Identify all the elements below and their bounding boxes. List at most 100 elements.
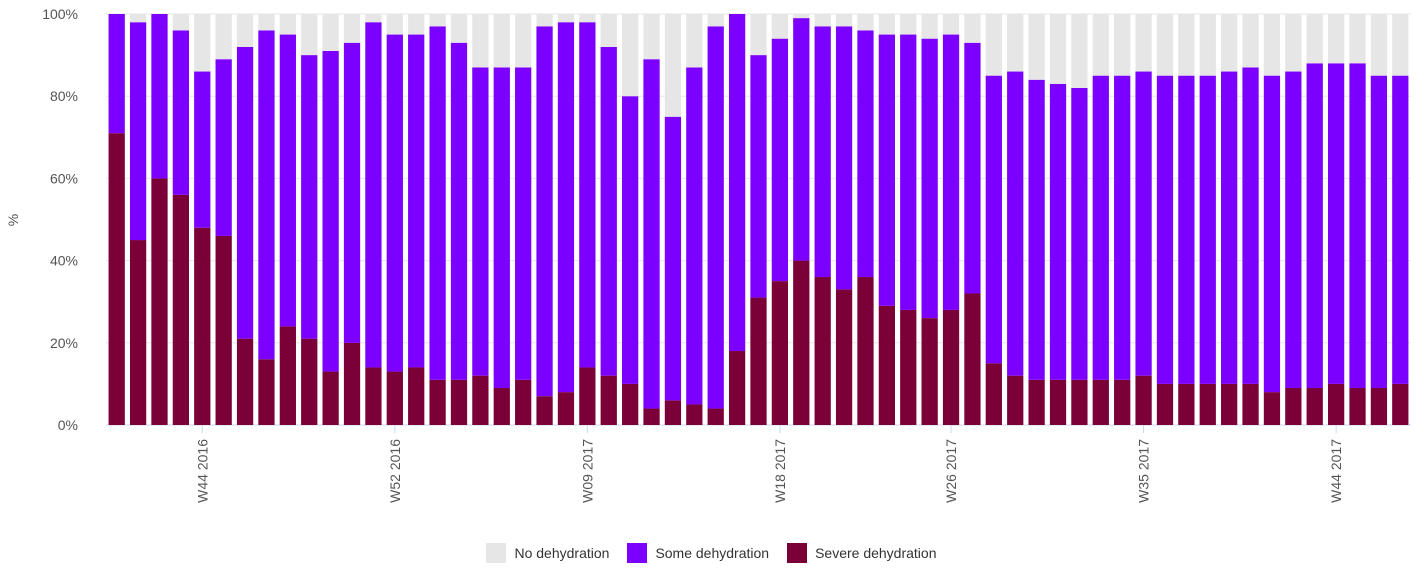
no-dehydration-bar[interactable]: [686, 14, 703, 68]
no-dehydration-bar[interactable]: [301, 14, 318, 56]
severe-dehydration-bar[interactable]: [450, 379, 468, 425]
no-dehydration-bar[interactable]: [942, 14, 960, 35]
some-dehydration-bar[interactable]: [1221, 71, 1238, 384]
severe-dehydration-bar[interactable]: [1370, 388, 1388, 425]
severe-dehydration-bar[interactable]: [557, 392, 575, 425]
severe-dehydration-bar[interactable]: [1007, 375, 1024, 425]
no-dehydration-bar[interactable]: [985, 14, 1002, 76]
no-dehydration-bar[interactable]: [750, 14, 767, 56]
some-dehydration-bar[interactable]: [1327, 63, 1345, 384]
some-dehydration-bar[interactable]: [1092, 75, 1109, 380]
some-dehydration-bar[interactable]: [450, 42, 468, 380]
no-dehydration-bar[interactable]: [386, 14, 403, 35]
severe-dehydration-bar[interactable]: [793, 260, 810, 425]
some-dehydration-bar[interactable]: [322, 50, 339, 372]
severe-dehydration-bar[interactable]: [472, 375, 489, 425]
severe-dehydration-bar[interactable]: [1285, 388, 1302, 425]
severe-dehydration-bar[interactable]: [515, 379, 532, 425]
some-dehydration-bar[interactable]: [1242, 67, 1259, 384]
some-dehydration-bar[interactable]: [707, 26, 724, 409]
no-dehydration-bar[interactable]: [515, 14, 532, 68]
no-dehydration-bar[interactable]: [1349, 14, 1366, 64]
some-dehydration-bar[interactable]: [129, 22, 147, 241]
some-dehydration-bar[interactable]: [429, 26, 446, 380]
some-dehydration-bar[interactable]: [1349, 63, 1366, 389]
no-dehydration-bar[interactable]: [857, 14, 874, 31]
no-dehydration-bar[interactable]: [1049, 14, 1067, 84]
no-dehydration-bar[interactable]: [964, 14, 981, 43]
some-dehydration-bar[interactable]: [900, 34, 917, 310]
legend-item-severe-dehydration[interactable]: Severe dehydration: [787, 543, 937, 563]
severe-dehydration-bar[interactable]: [386, 371, 403, 425]
severe-dehydration-bar[interactable]: [1178, 383, 1195, 425]
severe-dehydration-bar[interactable]: [579, 367, 596, 425]
some-dehydration-bar[interactable]: [1028, 79, 1045, 380]
no-dehydration-bar[interactable]: [1178, 14, 1195, 76]
some-dehydration-bar[interactable]: [1370, 75, 1388, 389]
no-dehydration-bar[interactable]: [1007, 14, 1024, 72]
some-dehydration-bar[interactable]: [857, 30, 874, 278]
some-dehydration-bar[interactable]: [536, 26, 553, 397]
some-dehydration-bar[interactable]: [1392, 75, 1409, 384]
some-dehydration-bar[interactable]: [301, 55, 318, 339]
some-dehydration-bar[interactable]: [622, 96, 639, 384]
severe-dehydration-bar[interactable]: [322, 371, 339, 425]
severe-dehydration-bar[interactable]: [1156, 383, 1174, 425]
no-dehydration-bar[interactable]: [172, 14, 190, 31]
severe-dehydration-bar[interactable]: [215, 235, 232, 425]
severe-dehydration-bar[interactable]: [857, 277, 874, 425]
severe-dehydration-bar[interactable]: [728, 351, 746, 425]
some-dehydration-bar[interactable]: [172, 30, 190, 195]
some-dehydration-bar[interactable]: [921, 38, 938, 319]
no-dehydration-bar[interactable]: [429, 14, 446, 27]
severe-dehydration-bar[interactable]: [108, 133, 125, 425]
no-dehydration-bar[interactable]: [1156, 14, 1174, 76]
some-dehydration-bar[interactable]: [643, 59, 660, 409]
some-dehydration-bar[interactable]: [1135, 71, 1152, 376]
some-dehydration-bar[interactable]: [365, 22, 382, 368]
severe-dehydration-bar[interactable]: [129, 240, 147, 425]
some-dehydration-bar[interactable]: [964, 42, 981, 294]
severe-dehydration-bar[interactable]: [835, 289, 853, 425]
no-dehydration-bar[interactable]: [1114, 14, 1131, 76]
no-dehydration-bar[interactable]: [236, 14, 254, 47]
some-dehydration-bar[interactable]: [215, 59, 232, 236]
legend-item-some-dehydration[interactable]: Some dehydration: [627, 543, 769, 563]
no-dehydration-bar[interactable]: [1135, 14, 1152, 72]
severe-dehydration-bar[interactable]: [151, 178, 168, 425]
some-dehydration-bar[interactable]: [1007, 71, 1024, 376]
no-dehydration-bar[interactable]: [664, 14, 682, 117]
severe-dehydration-bar[interactable]: [942, 309, 960, 425]
some-dehydration-bar[interactable]: [236, 46, 254, 339]
severe-dehydration-bar[interactable]: [664, 400, 682, 425]
some-dehydration-bar[interactable]: [258, 30, 275, 360]
severe-dehydration-bar[interactable]: [408, 367, 425, 425]
severe-dehydration-bar[interactable]: [429, 379, 446, 425]
some-dehydration-bar[interactable]: [835, 26, 853, 290]
severe-dehydration-bar[interactable]: [493, 388, 510, 425]
some-dehydration-bar[interactable]: [579, 22, 596, 368]
some-dehydration-bar[interactable]: [1263, 75, 1281, 393]
severe-dehydration-bar[interactable]: [343, 342, 361, 425]
some-dehydration-bar[interactable]: [493, 67, 510, 389]
severe-dehydration-bar[interactable]: [771, 281, 789, 425]
severe-dehydration-bar[interactable]: [1071, 379, 1088, 425]
some-dehydration-bar[interactable]: [771, 38, 789, 282]
severe-dehydration-bar[interactable]: [964, 293, 981, 425]
no-dehydration-bar[interactable]: [1199, 14, 1216, 76]
severe-dehydration-bar[interactable]: [814, 277, 831, 425]
no-dehydration-bar[interactable]: [622, 14, 639, 97]
some-dehydration-bar[interactable]: [1199, 75, 1216, 384]
no-dehydration-bar[interactable]: [771, 14, 789, 39]
some-dehydration-bar[interactable]: [151, 14, 168, 179]
no-dehydration-bar[interactable]: [1028, 14, 1045, 80]
some-dehydration-bar[interactable]: [728, 14, 746, 352]
no-dehydration-bar[interactable]: [1242, 14, 1259, 68]
severe-dehydration-bar[interactable]: [921, 318, 938, 425]
some-dehydration-bar[interactable]: [279, 34, 296, 327]
severe-dehydration-bar[interactable]: [878, 305, 895, 425]
no-dehydration-bar[interactable]: [129, 14, 147, 23]
some-dehydration-bar[interactable]: [600, 46, 617, 376]
no-dehydration-bar[interactable]: [600, 14, 617, 47]
no-dehydration-bar[interactable]: [643, 14, 660, 60]
